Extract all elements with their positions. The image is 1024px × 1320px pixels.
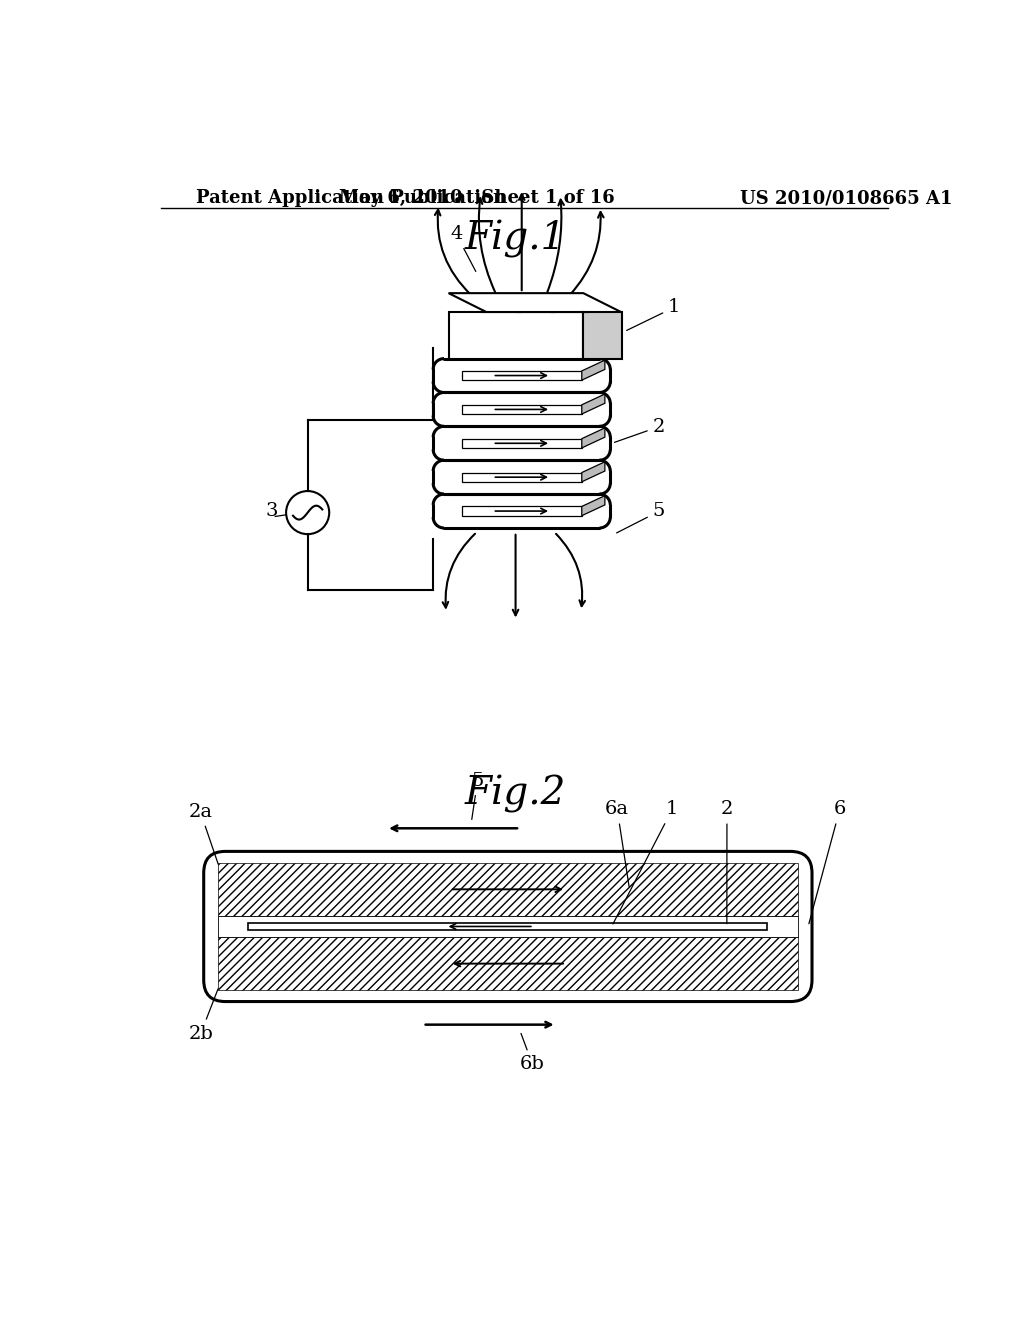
Polygon shape xyxy=(217,937,798,990)
Text: 2b: 2b xyxy=(188,989,218,1043)
Polygon shape xyxy=(582,428,605,447)
Polygon shape xyxy=(584,313,622,359)
Polygon shape xyxy=(463,473,582,482)
Polygon shape xyxy=(463,438,582,447)
Text: 6b: 6b xyxy=(520,1034,545,1073)
Text: 4: 4 xyxy=(451,226,476,272)
Text: US 2010/0108665 A1: US 2010/0108665 A1 xyxy=(740,190,953,207)
Polygon shape xyxy=(217,863,798,916)
Text: 6a: 6a xyxy=(605,800,629,887)
Polygon shape xyxy=(582,360,605,380)
Polygon shape xyxy=(582,462,605,482)
Text: Fig.1: Fig.1 xyxy=(465,220,566,259)
Polygon shape xyxy=(449,293,622,313)
Text: 1: 1 xyxy=(627,298,680,330)
Text: Fig.2: Fig.2 xyxy=(465,775,566,813)
Text: 3: 3 xyxy=(265,503,278,520)
Polygon shape xyxy=(463,371,582,380)
Polygon shape xyxy=(463,507,582,516)
Text: May 6, 2010   Sheet 1 of 16: May 6, 2010 Sheet 1 of 16 xyxy=(339,190,615,207)
Text: 1: 1 xyxy=(613,800,678,924)
Polygon shape xyxy=(463,405,582,414)
Polygon shape xyxy=(582,496,605,516)
Polygon shape xyxy=(217,916,798,937)
Text: 6: 6 xyxy=(809,800,846,924)
Text: 5: 5 xyxy=(471,772,483,820)
Text: 2: 2 xyxy=(614,417,665,442)
Text: 2a: 2a xyxy=(188,803,218,865)
Text: 2: 2 xyxy=(721,800,733,924)
Polygon shape xyxy=(249,923,767,931)
FancyBboxPatch shape xyxy=(204,851,812,1002)
Polygon shape xyxy=(582,395,605,414)
Polygon shape xyxy=(449,313,584,359)
Text: Patent Application Publication: Patent Application Publication xyxy=(196,190,506,207)
Text: 5: 5 xyxy=(616,503,665,533)
